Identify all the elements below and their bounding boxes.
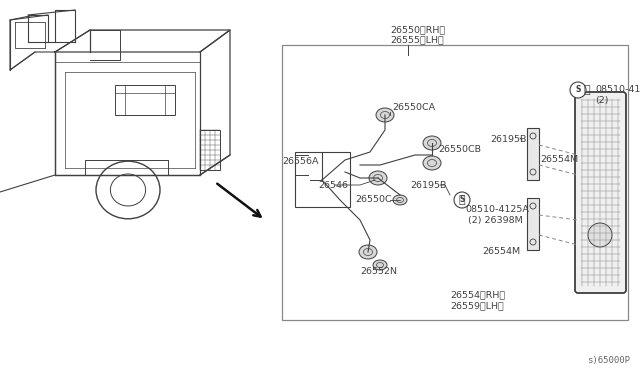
Ellipse shape bbox=[373, 260, 387, 270]
Text: 08510-4125A: 08510-4125A bbox=[465, 205, 529, 215]
Text: 26550CB: 26550CB bbox=[438, 145, 481, 154]
Text: 26552N: 26552N bbox=[360, 267, 397, 276]
Circle shape bbox=[570, 82, 586, 98]
FancyBboxPatch shape bbox=[575, 92, 626, 293]
Text: s)65000P: s)65000P bbox=[587, 356, 630, 365]
Text: 26554（RH）: 26554（RH） bbox=[450, 291, 505, 299]
Ellipse shape bbox=[393, 195, 407, 205]
Text: 26555（LH）: 26555（LH） bbox=[390, 35, 444, 45]
Text: (2) 26398M: (2) 26398M bbox=[468, 215, 523, 224]
Text: 26550C: 26550C bbox=[355, 196, 392, 205]
Bar bbox=[295, 152, 350, 207]
Text: 26546: 26546 bbox=[318, 180, 348, 189]
Ellipse shape bbox=[423, 156, 441, 170]
Text: 26559（LH）: 26559（LH） bbox=[450, 301, 504, 311]
Text: S: S bbox=[575, 86, 580, 94]
Circle shape bbox=[454, 192, 470, 208]
Text: S: S bbox=[460, 196, 465, 205]
Text: Ⓢ: Ⓢ bbox=[584, 85, 590, 95]
Ellipse shape bbox=[376, 108, 394, 122]
Text: 26550CA: 26550CA bbox=[392, 103, 435, 112]
Text: 26195B: 26195B bbox=[490, 135, 526, 144]
Text: 26554M: 26554M bbox=[540, 155, 578, 164]
Bar bbox=[282, 45, 628, 320]
Bar bbox=[527, 198, 539, 250]
Text: (2): (2) bbox=[595, 96, 609, 105]
Ellipse shape bbox=[369, 171, 387, 185]
Text: 08510-4125A: 08510-4125A bbox=[595, 86, 640, 94]
Bar bbox=[527, 128, 539, 180]
Text: 26550（RH）: 26550（RH） bbox=[390, 26, 445, 35]
Bar bbox=[115, 85, 175, 115]
Ellipse shape bbox=[423, 136, 441, 150]
Text: 26554M: 26554M bbox=[482, 247, 520, 257]
Circle shape bbox=[588, 223, 612, 247]
Text: Ⓢ: Ⓢ bbox=[459, 195, 465, 205]
Text: 26556A: 26556A bbox=[282, 157, 319, 167]
Text: 26195B: 26195B bbox=[410, 180, 446, 189]
Bar bbox=[200, 130, 220, 170]
Ellipse shape bbox=[359, 245, 377, 259]
